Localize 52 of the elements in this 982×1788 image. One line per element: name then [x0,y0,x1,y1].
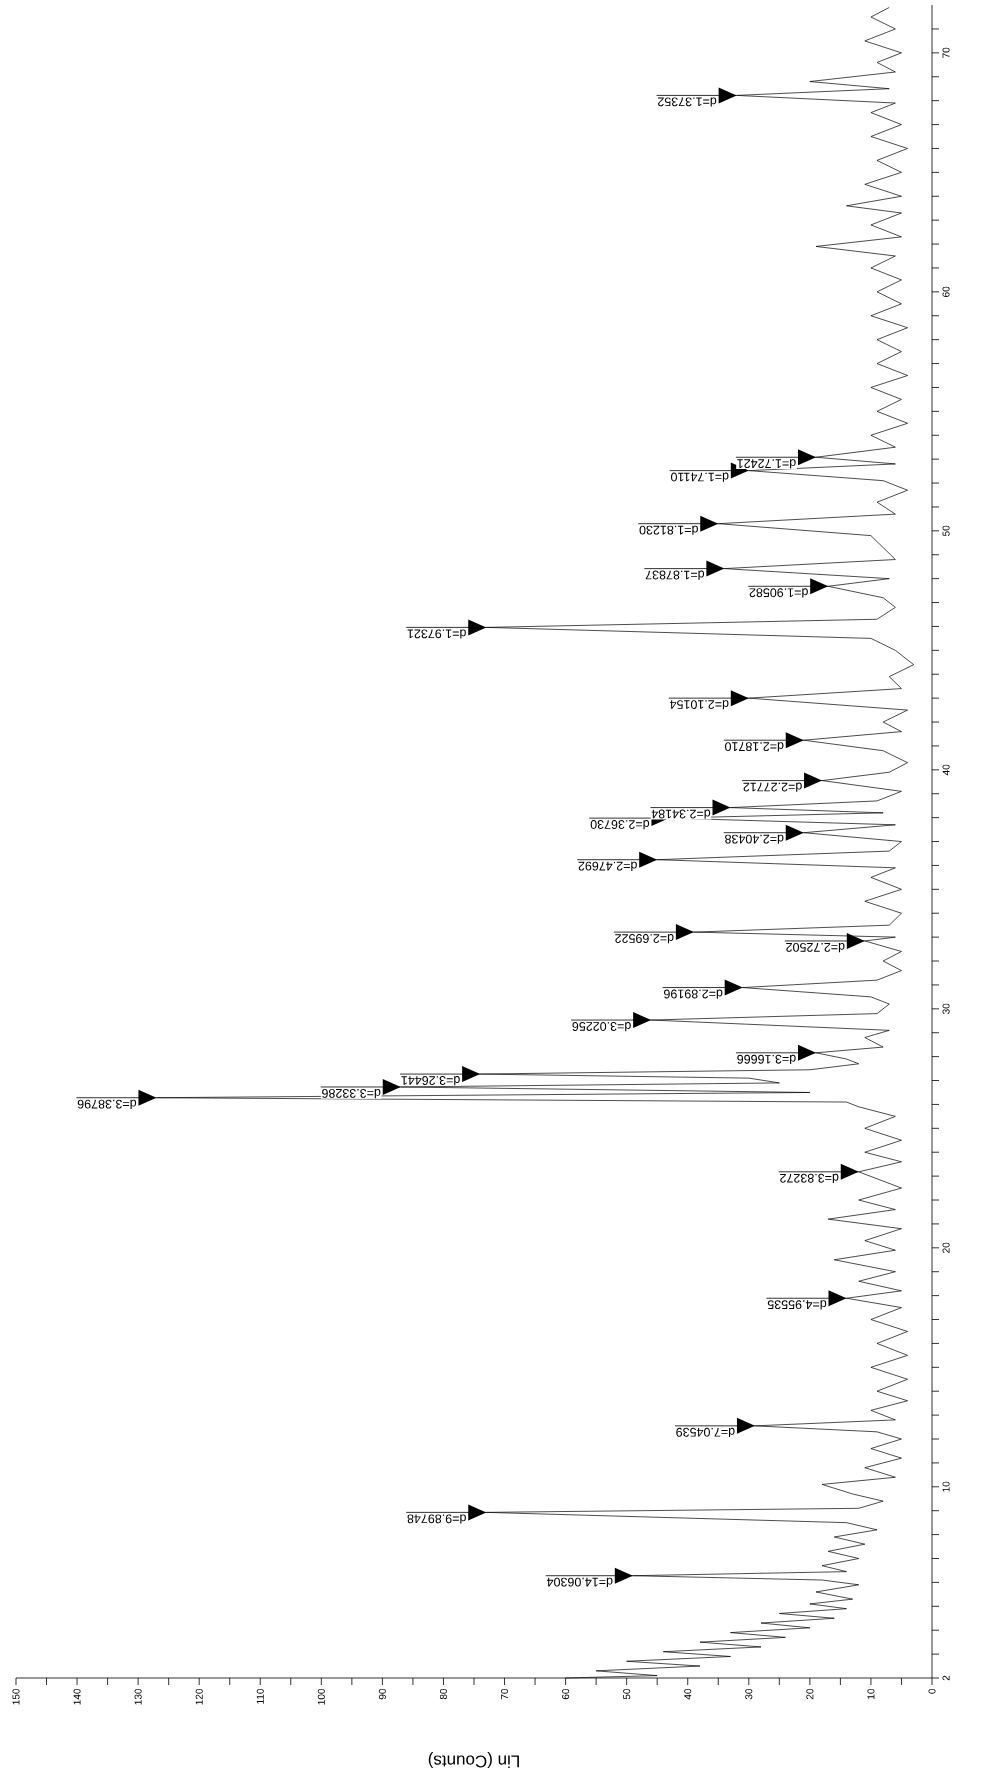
x-tick-label: 50 [623,1688,631,1700]
annotation: d=3.26441 [401,1076,460,1086]
annotation: d=1.90582 [749,588,808,598]
x-tick-label: 10 [867,1688,875,1699]
annotation: d=1.87837 [645,570,705,580]
annotation: d=2.40438 [725,834,784,844]
x-tick-label: 20 [806,1688,814,1700]
x-tick-label: 150 [12,1688,20,1705]
y-tick-label: 40 [942,764,950,776]
x-tick-label: 120 [195,1688,203,1705]
annotation: d=3.02256 [572,1022,631,1032]
annotation: d=2.69522 [615,934,674,944]
annotation: d=1.97321 [407,629,466,639]
annotation: d=3.38796 [77,1099,137,1109]
x-tick-label: 70 [500,1688,509,1700]
annotation: d=7.04539 [676,1427,735,1438]
x-axis-title: Lin (Counts) [428,1752,519,1768]
x-tick-label: 110 [256,1688,264,1704]
annotation: d=2.34184 [651,809,711,819]
annotation: d=2.10154 [669,700,729,710]
x-tick-label: 90 [378,1688,386,1700]
y-tick-label: 10 [942,1481,950,1492]
x-tick-label: 100 [317,1688,325,1705]
annotation: d=1.72421 [737,459,796,469]
y-tick-label: 20 [942,1242,950,1253]
x-tick-label: 130 [134,1688,142,1705]
annotation: d=2.89196 [664,989,723,999]
annotation: d=1.37352 [657,97,717,107]
annotation: d=2.72502 [786,942,845,953]
annotation: d=3.83272 [780,1173,839,1183]
annotation: d=1.74110 [670,472,729,482]
annotation: d=3.33286 [322,1088,381,1099]
x-tick-label: 40 [684,1688,692,1700]
annotation: d=9.89748 [407,1514,466,1524]
y-tick-label: 70 [942,47,950,58]
annotation: d=2.27712 [743,782,802,792]
x-tick-label: 60 [562,1688,570,1700]
annotation: d=3.16666 [737,1054,796,1064]
annotation: d=4.95535 [767,1300,827,1310]
y-tick-label: 30 [942,1003,950,1015]
y-tick-label: 2 [942,1675,950,1681]
annotation: d=14.06304 [546,1577,613,1587]
annotation: d=2.18710 [725,742,784,752]
x-tick-label: 140 [73,1688,81,1705]
x-tick-label: 30 [745,1688,753,1700]
annotation: d=2.47692 [578,861,637,871]
x-tick-label: 0 [928,1688,936,1694]
y-tick-label: 60 [942,286,950,297]
y-tick-label: 50 [942,525,950,536]
annotation: d=2.36730 [590,820,650,830]
x-tick-label: 80 [439,1688,447,1700]
annotation: d=1.81230 [639,525,698,535]
